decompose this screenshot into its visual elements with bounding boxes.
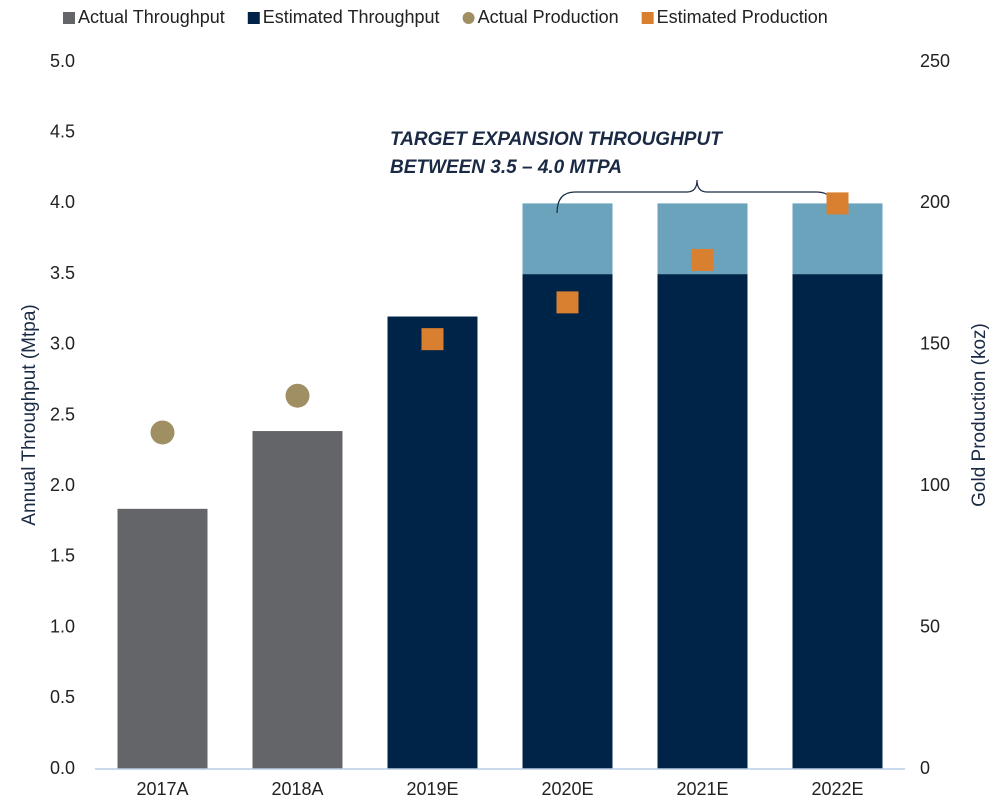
legend-label: Estimated Production — [657, 7, 828, 27]
y-tick-label: 2.0 — [50, 475, 75, 495]
bar — [792, 203, 883, 275]
legend-label: Estimated Throughput — [263, 7, 440, 27]
legend-swatch — [63, 12, 75, 24]
y-tick-label: 5.0 — [50, 51, 75, 71]
y-tick-label: 0.5 — [50, 687, 75, 707]
y-tick-label: 1.0 — [50, 616, 75, 636]
bar — [792, 274, 883, 769]
point — [285, 383, 310, 408]
annotation: BETWEEN 3.5 – 4.0 MTPA — [390, 157, 622, 178]
legend-swatch — [641, 12, 654, 24]
legend-label: Actual Throughput — [78, 7, 225, 27]
brace — [556, 179, 836, 214]
x-tick-label: 2017A — [136, 779, 188, 799]
x-tick-label: 2018A — [271, 779, 323, 799]
y2-tick-label: 0 — [920, 758, 930, 778]
y-tick-label: 1.5 — [50, 546, 75, 566]
bar — [252, 431, 343, 769]
point — [556, 291, 579, 314]
x-tick-label: 2019E — [406, 779, 458, 799]
bar — [522, 203, 613, 275]
legend-swatch — [462, 12, 475, 24]
legend-swatch — [247, 12, 260, 24]
bar — [117, 508, 208, 769]
y-axis-title: Annual Throughput (Mtpa) — [19, 304, 40, 525]
y-tick-label: 3.0 — [50, 334, 75, 354]
legend-label: Actual Production — [478, 7, 619, 27]
y-tick-label: 4.5 — [50, 121, 75, 141]
bar — [387, 316, 478, 769]
y2-tick-label: 250 — [920, 51, 950, 71]
y-tick-label: 4.0 — [50, 192, 75, 212]
y2-tick-label: 50 — [920, 616, 940, 636]
point — [691, 248, 714, 271]
y-tick-label: 0.0 — [50, 758, 75, 778]
point — [150, 420, 175, 445]
bar — [522, 274, 613, 769]
x-tick-label: 2022E — [811, 779, 863, 799]
y-tick-label: 3.5 — [50, 263, 75, 283]
x-tick-label: 2021E — [676, 779, 728, 799]
y-tick-label: 2.5 — [50, 404, 75, 424]
y2-tick-label: 150 — [920, 334, 950, 354]
bar — [657, 274, 748, 769]
point — [826, 192, 849, 215]
y2-tick-label: 100 — [920, 475, 950, 495]
y2-tick-label: 200 — [920, 192, 950, 212]
point — [421, 328, 444, 351]
annotation: TARGET EXPANSION THROUGHPUT — [390, 129, 723, 150]
y2-axis-title: Gold Production (koz) — [969, 323, 990, 507]
x-tick-label: 2020E — [541, 779, 593, 799]
